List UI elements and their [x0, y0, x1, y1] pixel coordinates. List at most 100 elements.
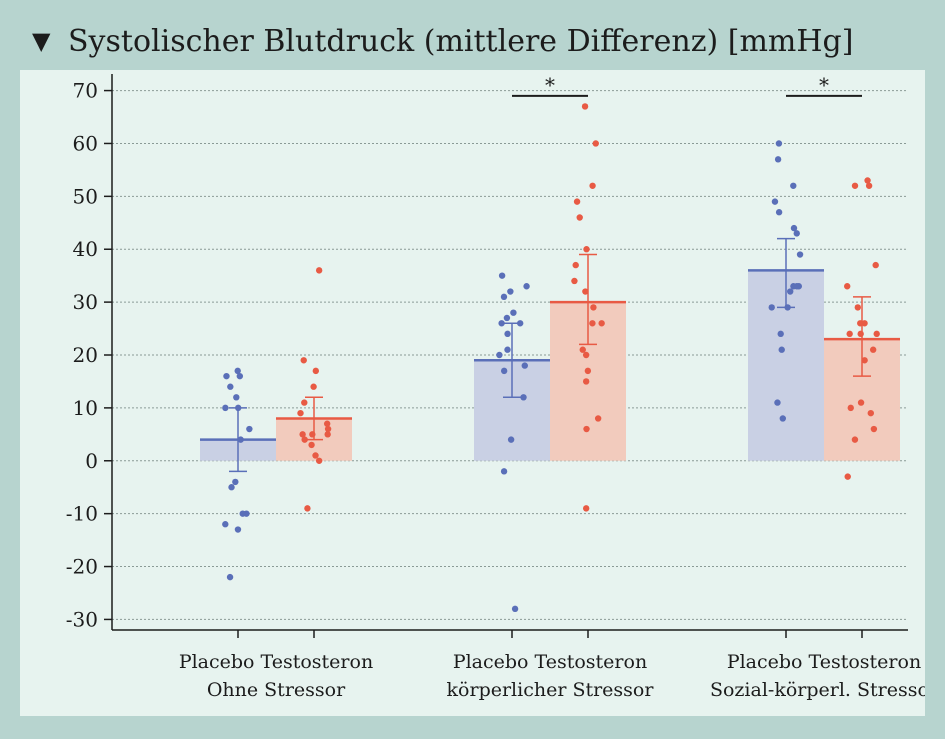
axes: 70 60 50 40 30 20 10 0 -10 -20 -30	[66, 74, 908, 638]
data-point-testosteron	[847, 404, 854, 412]
y-tick-label: 10	[73, 396, 98, 420]
y-tick-label: 40	[73, 237, 98, 261]
data-point-testosteron	[872, 261, 879, 269]
data-point-testosteron	[584, 367, 592, 375]
data-point-testosteron	[598, 320, 605, 327]
data-point-testosteron	[582, 288, 589, 295]
plot-area: 70 60 50 40 30 20 10 0 -10 -20 -30 Placebo Testost…	[20, 70, 939, 716]
data-point-testosteron	[315, 457, 323, 464]
labels: Placebo Testosteron Ohne Stressor * Placebo…	[179, 73, 939, 701]
data-point-testosteron	[594, 415, 602, 422]
data-point-placebo	[500, 367, 508, 375]
data-point-placebo	[784, 304, 791, 311]
data-point-placebo	[226, 573, 234, 581]
data-point-testosteron	[310, 383, 317, 390]
data-point-placebo	[774, 156, 782, 163]
group-label-bottom: Ohne Stressor	[207, 679, 346, 701]
data-point-placebo	[520, 394, 527, 401]
data-point-placebo	[222, 521, 229, 528]
data-point-testosteron	[851, 182, 859, 189]
data-point-placebo	[775, 140, 783, 147]
data-point-placebo	[228, 484, 235, 491]
data-point-placebo	[223, 372, 230, 380]
data-point-testosteron	[590, 304, 597, 311]
data-point-testosteron	[865, 182, 873, 189]
data-point-placebo	[500, 293, 508, 301]
y-tick-label: -10	[66, 502, 98, 526]
points	[222, 103, 880, 613]
data-point-placebo	[507, 436, 515, 443]
data-point-testosteron	[582, 378, 590, 385]
data-point-placebo	[796, 251, 804, 258]
data-point-testosteron	[844, 283, 851, 290]
data-point-placebo	[222, 404, 229, 412]
data-point-placebo	[232, 478, 239, 486]
data-point-placebo	[779, 415, 787, 422]
data-point-placebo	[498, 320, 505, 327]
data-point-testosteron	[851, 436, 859, 443]
data-point-testosteron	[299, 431, 306, 438]
data-point-testosteron	[571, 277, 578, 285]
data-point-testosteron	[583, 246, 590, 253]
data-point-testosteron	[864, 177, 871, 184]
bar-chart: 70 60 50 40 30 20 10 0 -10 -20 -30 Placebo Testost…	[66, 73, 939, 701]
data-point-placebo	[507, 288, 514, 295]
title-bar: ▼ Systolischer Blutdruck (mittlere Diffe…	[20, 18, 925, 70]
data-point-placebo	[790, 224, 798, 232]
data-point-placebo	[511, 605, 519, 613]
y-tick-label: 0	[85, 449, 98, 473]
data-point-testosteron	[867, 409, 874, 417]
data-point-placebo	[777, 330, 784, 338]
y-tick-label: -20	[66, 555, 98, 579]
chart-title: Systolischer Blutdruck (mittlere Differe…	[68, 24, 854, 59]
significance-marker: *	[545, 73, 555, 97]
data-point-testosteron	[309, 431, 316, 438]
data-point-placebo	[504, 346, 511, 353]
data-point-testosteron	[582, 351, 590, 359]
data-point-testosteron	[592, 140, 599, 147]
group-label-top: Placebo Testosteron	[179, 651, 373, 673]
data-point-testosteron	[324, 425, 332, 433]
chart-panel: ▼ Systolischer Blutdruck (mittlere Diffe…	[20, 18, 939, 716]
data-point-placebo	[787, 288, 794, 295]
data-point-testosteron	[297, 409, 304, 417]
data-point-testosteron	[301, 436, 308, 443]
data-point-testosteron	[301, 399, 308, 406]
data-point-testosteron	[846, 330, 853, 338]
data-point-testosteron	[869, 346, 877, 353]
data-point-placebo	[500, 468, 508, 475]
data-point-testosteron	[844, 473, 851, 480]
data-point-testosteron	[324, 431, 331, 438]
data-point-testosteron	[312, 452, 319, 459]
data-point-testosteron	[873, 330, 880, 338]
data-point-testosteron	[583, 425, 590, 433]
y-tick-label: 60	[73, 131, 98, 155]
data-point-testosteron	[573, 198, 581, 205]
data-point-testosteron	[589, 182, 596, 189]
data-point-testosteron	[861, 357, 868, 364]
data-point-testosteron	[854, 304, 861, 311]
data-point-testosteron	[857, 399, 865, 406]
data-point-testosteron	[579, 346, 586, 353]
data-point-placebo	[237, 436, 244, 443]
y-tick-label: 50	[73, 184, 98, 208]
data-point-testosteron	[589, 320, 596, 327]
data-point-placebo	[771, 198, 779, 205]
data-point-testosteron	[857, 320, 864, 327]
data-point-testosteron	[582, 505, 590, 512]
data-point-placebo	[233, 394, 240, 401]
data-point-testosteron	[581, 103, 589, 110]
data-point-placebo	[239, 510, 246, 517]
data-point-testosteron	[308, 441, 315, 449]
data-point-testosteron	[323, 420, 331, 427]
data-point-placebo	[790, 182, 797, 189]
data-point-placebo	[793, 230, 800, 237]
group-label-top: Placebo Testosteron	[453, 651, 647, 673]
y-tick-label: 70	[73, 79, 98, 103]
data-point-placebo	[510, 309, 517, 316]
y-tick-label: -30	[66, 607, 98, 631]
data-point-placebo	[778, 346, 785, 353]
data-point-placebo	[236, 372, 244, 380]
data-point-placebo	[234, 404, 242, 412]
y-tick-label: 20	[73, 343, 98, 367]
